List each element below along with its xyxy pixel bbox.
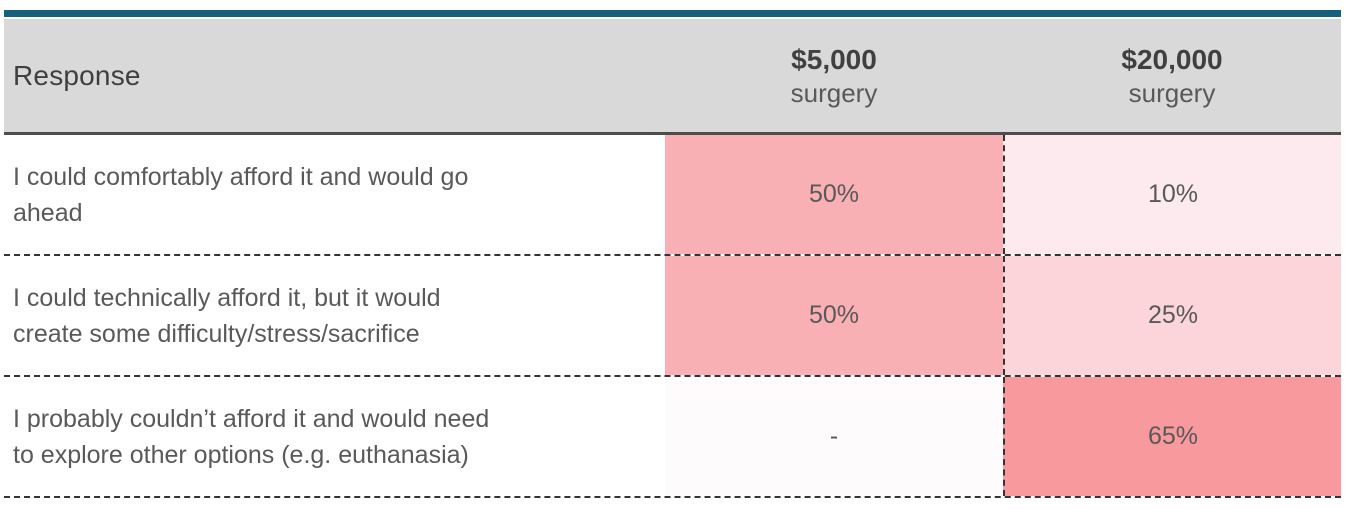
- table-row-technically-afford: I could technically afford it, but it wo…: [4, 256, 1341, 377]
- table-row-couldnt-afford: I probably couldn’t afford it and would …: [4, 377, 1341, 498]
- row-label-line: I probably couldn’t afford it and would …: [13, 404, 490, 433]
- value-cell-20000: 25%: [1003, 256, 1341, 375]
- row-label: I could comfortably afford it and would …: [4, 135, 665, 254]
- row-label-line: to explore other options (e.g. euthanasi…: [13, 440, 469, 469]
- value-cell-5000: 50%: [665, 256, 1003, 375]
- table-header-row: Response $5,000 surgery $20,000 surgery: [4, 19, 1341, 135]
- value-cell-5000: -: [665, 377, 1003, 496]
- price-label-5000: $5,000: [791, 43, 877, 75]
- price-label-20000: $20,000: [1121, 43, 1223, 75]
- table-row-comfortably-afford: I could comfortably afford it and would …: [4, 135, 1341, 256]
- affordability-table: Response $5,000 surgery $20,000 surgery …: [4, 19, 1341, 498]
- column-header-20000-surgery: $20,000 surgery: [1003, 43, 1341, 109]
- row-label-line: I could technically afford it, but it wo…: [13, 283, 441, 312]
- unit-label-surgery: surgery: [1128, 77, 1216, 108]
- value-cell-20000: 65%: [1003, 377, 1341, 496]
- column-header-response: Response: [13, 59, 141, 91]
- row-label-line: ahead: [13, 198, 83, 227]
- unit-label-surgery: surgery: [790, 77, 878, 108]
- value-cell-5000: 50%: [665, 135, 1003, 254]
- row-label-line: create some difficulty/stress/sacrifice: [13, 319, 420, 348]
- row-label: I probably couldn’t afford it and would …: [4, 377, 665, 496]
- row-label: I could technically afford it, but it wo…: [4, 256, 665, 375]
- value-cell-20000: 10%: [1003, 135, 1341, 254]
- column-header-5000-surgery: $5,000 surgery: [665, 43, 1003, 109]
- survey-affordability-table-page: Response $5,000 surgery $20,000 surgery …: [4, 10, 1341, 498]
- accent-bar: [4, 10, 1341, 17]
- row-label-line: I could comfortably afford it and would …: [13, 162, 469, 191]
